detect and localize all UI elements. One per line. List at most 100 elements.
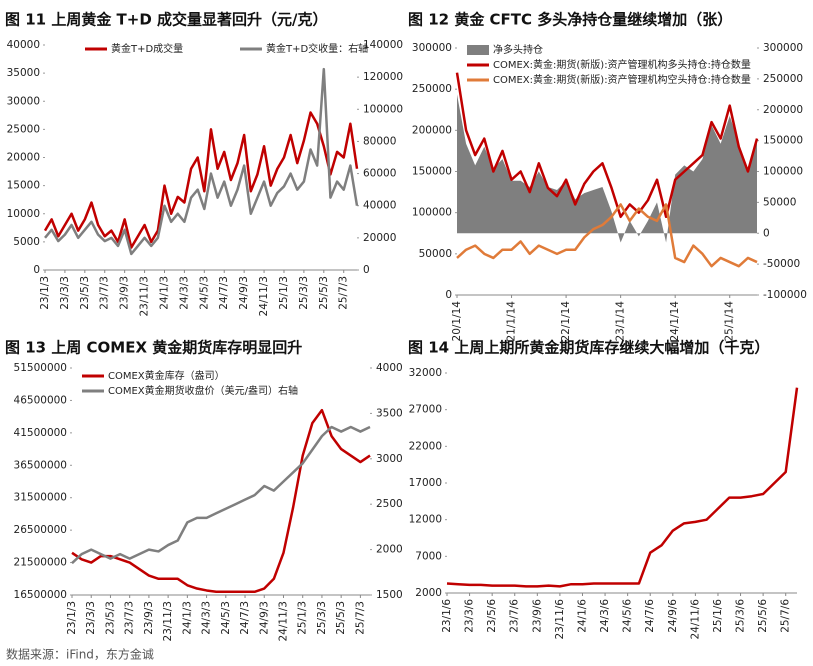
chart-title: 图 14 上周上期所黄金期货库存继续大幅增加（千克） — [408, 339, 769, 357]
y-tick-label: 12000 — [409, 514, 442, 526]
series-line — [43, 111, 359, 249]
y-tick-label: 200000 — [412, 124, 452, 136]
x-tick-label: 24/5/3 — [198, 276, 210, 310]
y2-tick-label: 120000 — [363, 71, 403, 83]
y-tick-label: 16500000 — [14, 589, 67, 601]
x-tick-label: 24/11/3 — [277, 601, 289, 641]
y-tick-label: 17000 — [409, 477, 442, 489]
y-tick-label: 10000 — [7, 208, 40, 220]
y-tick-label: 100000 — [412, 207, 452, 219]
x-tick-label: 23/5/3 — [104, 601, 116, 635]
y2-tick-label: 80000 — [363, 135, 396, 147]
x-tick-label: 23/1/6 — [441, 599, 453, 633]
series-line — [456, 203, 758, 268]
y2-tick-label: 0 — [763, 227, 770, 239]
y2-tick-label: 200000 — [763, 104, 803, 116]
x-tick-label: 23/3/3 — [59, 276, 71, 310]
x-tick-label: 23/11/3 — [162, 601, 174, 641]
x-tick-label: 25/3/3 — [316, 601, 328, 635]
y-tick-label: 0 — [33, 264, 40, 276]
x-tick-label: 24/1/6 — [576, 599, 588, 633]
y-tick-label: 15000 — [7, 180, 40, 192]
x-tick-label: 25/3/6 — [735, 599, 747, 633]
x-tick-label: 25/5/6 — [757, 599, 769, 633]
y2-tick-label: 100000 — [763, 166, 803, 178]
y-tick-label: 32000 — [409, 367, 442, 379]
legend-label: 净多头持仓 — [493, 43, 543, 56]
series-line — [71, 425, 371, 565]
legend-label: 黄金T+D交收量：右轴 — [266, 42, 368, 55]
x-tick-label: 24/1/3 — [158, 276, 170, 310]
x-tick-label: 23/9/3 — [119, 276, 131, 310]
x-tick-label: 20/1/14 — [451, 301, 463, 342]
x-tick-label: 23/7/3 — [99, 276, 111, 310]
series-line — [446, 387, 799, 588]
y2-tick-label: 60000 — [363, 168, 396, 180]
y-tick-label: 50000 — [419, 248, 452, 260]
x-tick-label: 24/3/3 — [201, 601, 213, 635]
y-tick-label: 21500000 — [14, 557, 67, 569]
y2-tick-label: 3000 — [376, 453, 403, 465]
y-tick-label: 22000 — [409, 440, 442, 452]
series-line — [44, 67, 359, 256]
x-tick-label: 25/3/3 — [298, 276, 310, 310]
x-tick-label: 23/7/3 — [124, 601, 136, 635]
legend-label: COMEX黄金期货收盘价（美元/盎司）右轴 — [108, 384, 298, 397]
x-tick-label: 25/7/3 — [338, 276, 350, 310]
y-tick-label: 26500000 — [14, 524, 67, 536]
chart-title: 图 13 上周 COMEX 黄金期货库存明显回升 — [5, 339, 302, 357]
y-tick-label: 7000 — [415, 550, 442, 562]
x-tick-label: 23/1/14 — [615, 301, 627, 342]
x-tick-label: 25/1/14 — [724, 301, 736, 342]
y-tick-label: 2000 — [415, 587, 442, 599]
y-tick-label: 300000 — [412, 42, 452, 54]
y-tick-label: 30000 — [7, 95, 40, 107]
y2-tick-label: 140000 — [363, 39, 403, 51]
y2-tick-label: 3500 — [376, 407, 403, 419]
y-tick-label: 150000 — [412, 166, 452, 178]
series-line — [71, 408, 371, 594]
y2-tick-label: -100000 — [763, 289, 807, 301]
x-tick-label: 23/11/6 — [554, 599, 566, 640]
x-tick-label: 24/7/6 — [644, 599, 656, 633]
x-tick-label: 24/1/14 — [669, 301, 681, 342]
x-tick-label: 22/1/14 — [560, 301, 572, 342]
y-tick-label: 0 — [445, 289, 452, 301]
y2-tick-label: 300000 — [763, 42, 803, 54]
y-tick-label: 27000 — [409, 404, 442, 416]
x-tick-label: 23/3/3 — [85, 601, 97, 635]
net-area — [457, 94, 757, 243]
x-tick-label: 25/7/3 — [354, 601, 366, 635]
y2-tick-label: 2500 — [376, 498, 403, 510]
x-tick-label: 23/5/6 — [486, 599, 498, 633]
series-line — [455, 72, 759, 219]
x-tick-label: 21/1/14 — [506, 301, 518, 342]
x-tick-label: 23/1/3 — [39, 276, 51, 310]
y2-tick-label: 1500 — [376, 589, 403, 601]
x-tick-label: 23/9/6 — [531, 599, 543, 633]
y-tick-label: 25000 — [7, 123, 40, 135]
chart-title: 图 11 上周黄金 T+D 成交量显著回升（元/克） — [5, 11, 328, 29]
x-tick-label: 24/3/3 — [178, 276, 190, 310]
y-tick-label: 41500000 — [14, 427, 67, 439]
y-tick-label: 51500000 — [14, 362, 67, 374]
x-tick-label: 24/11/6 — [689, 599, 701, 640]
legend-label: COMEX:黄金:期货(新版):资产管理机构空头持仓:持仓数量 — [493, 73, 751, 86]
y-tick-label: 40000 — [7, 39, 40, 51]
x-tick-label: 24/5/6 — [622, 599, 634, 633]
y-tick-label: 5000 — [13, 236, 40, 248]
x-tick-label: 23/1/3 — [66, 601, 78, 635]
x-tick-label: 24/11/3 — [258, 276, 270, 316]
y2-tick-label: 100000 — [363, 103, 403, 115]
x-tick-label: 23/5/3 — [79, 276, 91, 310]
x-tick-label: 24/9/3 — [258, 601, 270, 635]
x-tick-label: 23/3/6 — [464, 599, 476, 633]
y-tick-label: 36500000 — [14, 459, 67, 471]
x-tick-label: 23/7/6 — [509, 599, 521, 633]
y2-tick-label: 20000 — [363, 232, 396, 244]
x-tick-label: 23/11/3 — [139, 276, 151, 316]
y-tick-label: 31500000 — [14, 492, 67, 504]
source: 数据来源：iFind，东方金诚 — [6, 647, 154, 662]
x-tick-label: 24/5/3 — [220, 601, 232, 635]
